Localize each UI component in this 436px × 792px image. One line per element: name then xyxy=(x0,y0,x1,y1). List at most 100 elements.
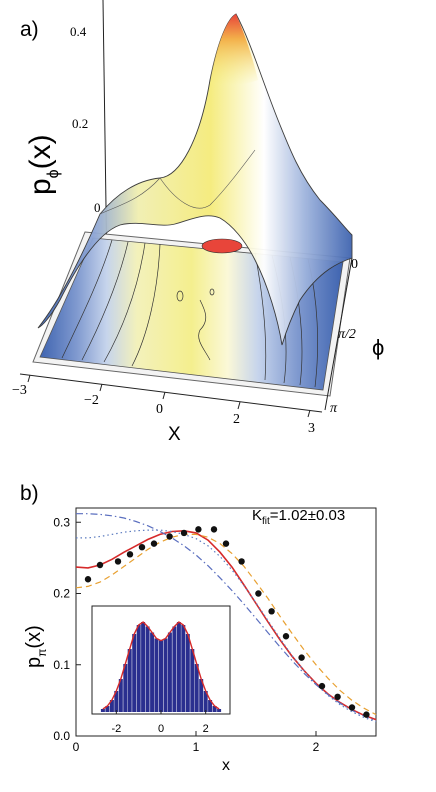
data-point xyxy=(114,558,122,565)
series-line-dashed xyxy=(75,533,377,716)
series-layer xyxy=(75,513,377,723)
inset-bar xyxy=(114,691,119,712)
x-axis-ticks xyxy=(27,374,311,418)
z-axis-label-sub: ϕ xyxy=(45,169,62,178)
inset-bar xyxy=(208,700,213,712)
inset-bar xyxy=(185,634,190,712)
y-tick-label: 0.2 xyxy=(53,587,70,601)
inset-bar xyxy=(118,679,123,712)
x-axis-label-b: x xyxy=(222,757,230,774)
inset-bar xyxy=(167,632,172,712)
data-point xyxy=(166,533,173,540)
x-tick-label-b: 2 xyxy=(313,740,320,754)
inset-bar xyxy=(203,691,208,712)
plot-frame xyxy=(75,507,377,737)
data-point xyxy=(195,526,202,533)
y-axis-label-main: p xyxy=(23,657,45,668)
data-point xyxy=(180,529,188,537)
surface-peak-highlight xyxy=(210,14,258,85)
data-point xyxy=(84,576,92,583)
inset-bar xyxy=(217,709,222,712)
data-point xyxy=(282,633,290,640)
inset-bar xyxy=(127,649,132,712)
inset-x-tick-label: 0 xyxy=(158,723,164,735)
x-tick-label: −2 xyxy=(84,393,99,408)
data-point xyxy=(298,654,305,661)
series-line-dashdot xyxy=(76,513,377,722)
phi-tick-label: π/2 xyxy=(338,327,356,342)
series-line-solid xyxy=(75,529,377,721)
z-tick-label: 0 xyxy=(94,200,101,215)
surface-ridge-line xyxy=(99,149,256,215)
inset-bar xyxy=(190,649,195,712)
x-tick-label: 3 xyxy=(308,421,315,436)
data-point xyxy=(138,543,146,551)
fit-annotation-sub: fit xyxy=(262,516,270,527)
z-tick-label: 0.2 xyxy=(72,116,88,131)
x-axis-line xyxy=(19,373,323,413)
data-point xyxy=(268,608,275,615)
data-point xyxy=(150,540,158,547)
inset-bar xyxy=(132,634,137,712)
inset-bar xyxy=(181,625,186,712)
x-axis-label: X xyxy=(168,424,181,445)
panel-b: b) 0.0 0.1 0.2 0.3 0 1 2 pπ(x) x Kfit=1.02±0.0… xyxy=(20,482,377,774)
data-point xyxy=(334,693,341,701)
inset-x-tick-label: -2 xyxy=(111,723,121,735)
z-axis-label-tail: (x) xyxy=(24,134,57,169)
phi-axis-label: ϕ xyxy=(372,335,384,360)
y-tick-label: 0.0 xyxy=(53,729,70,743)
data-point xyxy=(96,561,104,569)
y-axis-label: pπ(x) xyxy=(23,625,49,668)
panel-a-label: a) xyxy=(20,18,39,41)
y-axis-label-tail: (x) xyxy=(23,625,45,648)
inset-bar xyxy=(194,664,199,712)
z-tick-label: 0.4 xyxy=(70,24,87,39)
y-tick-label: 0.3 xyxy=(53,515,70,529)
inset-bar xyxy=(100,709,105,712)
x-tick-label: −3 xyxy=(12,383,27,398)
inset-bar xyxy=(199,679,204,712)
phi-tick-label: π xyxy=(330,401,338,416)
data-point xyxy=(126,551,134,558)
inset-bar xyxy=(145,626,150,712)
inset-bar xyxy=(141,622,146,712)
points-layer xyxy=(84,526,370,718)
z-axis-label-main: p xyxy=(24,178,57,195)
inset-bar xyxy=(176,622,181,712)
inset-bar xyxy=(212,706,217,712)
fit-annotation-tail: =1.02±0.03 xyxy=(270,507,345,524)
panel-b-label: b) xyxy=(20,482,39,505)
y-axis-label-sub: π xyxy=(35,649,49,657)
data-point xyxy=(318,682,326,690)
x-tick-label: 0 xyxy=(156,402,163,417)
inset-bar xyxy=(136,625,141,712)
x-tick-label-b: 0 xyxy=(73,740,80,754)
inset-bar xyxy=(105,706,110,712)
phi-tick-label: 0 xyxy=(351,257,358,272)
data-point xyxy=(348,704,356,711)
contour-peak xyxy=(201,238,243,254)
z-axis-label: pϕ(x) xyxy=(24,134,62,195)
data-point xyxy=(210,526,218,533)
inset-bar xyxy=(150,632,155,712)
inset-bar xyxy=(163,638,168,712)
data-point xyxy=(363,711,370,718)
data-point xyxy=(238,558,245,565)
fit-annotation-main: K xyxy=(252,507,262,524)
inset-bar xyxy=(123,664,128,712)
inset-bar xyxy=(159,640,163,712)
inset-bar xyxy=(172,626,177,712)
y-tick-label: 0.1 xyxy=(53,658,70,672)
x-tick-label: 2 xyxy=(233,412,240,427)
axis-ticks: 0.0 0.1 0.2 0.3 0 1 2 xyxy=(53,515,319,754)
inset-ticks: -2 0 2 xyxy=(111,710,209,735)
phi-axis-line xyxy=(324,257,353,411)
data-point xyxy=(222,540,230,547)
inset-bar xyxy=(109,700,114,712)
inset-fit-line xyxy=(102,621,220,710)
panel-a: a) 0.4 0.2 0 pϕ(x) xyxy=(12,0,384,445)
inset-bar xyxy=(154,638,159,712)
x-tick-label-b: 1 xyxy=(193,740,200,754)
